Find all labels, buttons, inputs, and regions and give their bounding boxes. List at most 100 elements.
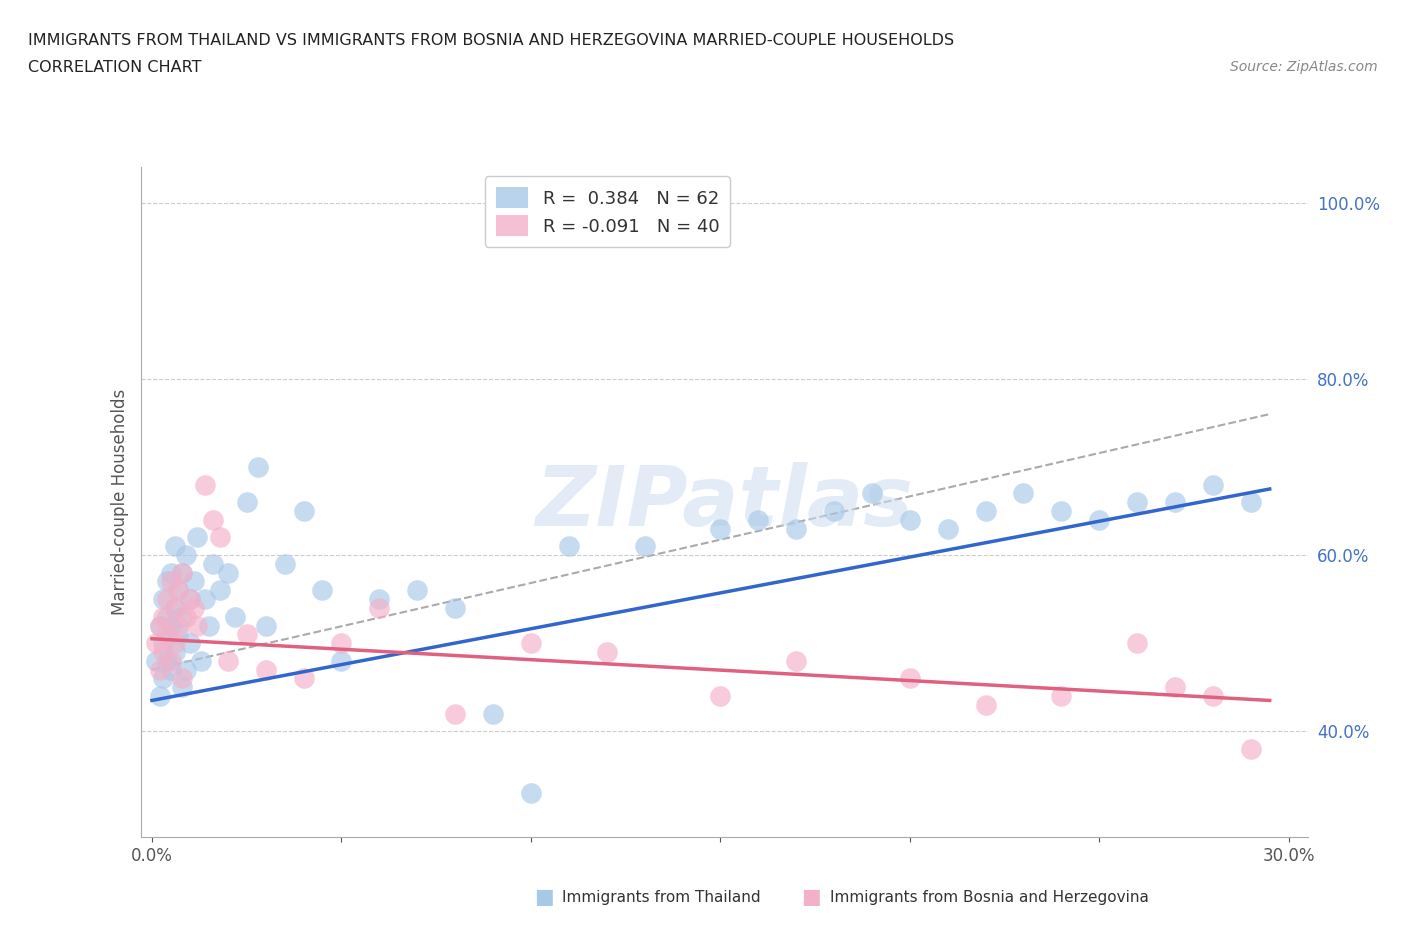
- Point: [898, 671, 921, 685]
- Point: [330, 654, 353, 669]
- Point: [183, 574, 205, 589]
- Point: [1088, 512, 1111, 527]
- Point: [936, 521, 959, 536]
- Point: [156, 591, 179, 606]
- Point: [179, 591, 201, 606]
- Point: [156, 609, 179, 624]
- Point: [148, 618, 170, 633]
- Point: [785, 654, 807, 669]
- Point: [145, 654, 167, 669]
- Point: [152, 591, 174, 606]
- Point: [172, 565, 194, 580]
- Point: [709, 521, 731, 536]
- Point: [254, 618, 277, 633]
- Point: [160, 662, 183, 677]
- Point: [163, 601, 186, 616]
- Point: [194, 477, 217, 492]
- Point: [709, 688, 731, 703]
- Point: [152, 636, 174, 651]
- Point: [163, 601, 186, 616]
- Point: [186, 618, 208, 633]
- Point: [190, 654, 212, 669]
- Point: [1240, 495, 1263, 510]
- Point: [148, 662, 170, 677]
- Point: [1126, 495, 1149, 510]
- Point: [368, 601, 391, 616]
- Point: [217, 654, 239, 669]
- Point: [330, 636, 353, 651]
- Point: [1050, 688, 1073, 703]
- Point: [1164, 680, 1187, 695]
- Point: [160, 574, 183, 589]
- Point: [156, 654, 179, 669]
- Point: [163, 644, 186, 659]
- Point: [311, 583, 333, 598]
- Point: [235, 495, 257, 510]
- Point: [217, 565, 239, 580]
- Point: [183, 601, 205, 616]
- Text: CORRELATION CHART: CORRELATION CHART: [28, 60, 201, 75]
- Point: [160, 565, 183, 580]
- Point: [174, 609, 197, 624]
- Point: [1240, 741, 1263, 756]
- Point: [1050, 503, 1073, 518]
- Point: [1164, 495, 1187, 510]
- Point: [201, 512, 224, 527]
- Point: [247, 459, 270, 474]
- Point: [148, 618, 170, 633]
- Point: [785, 521, 807, 536]
- Point: [152, 671, 174, 685]
- Point: [148, 688, 170, 703]
- Point: [209, 583, 232, 598]
- Text: Source: ZipAtlas.com: Source: ZipAtlas.com: [1230, 60, 1378, 74]
- Point: [747, 512, 769, 527]
- Point: [201, 556, 224, 571]
- Point: [974, 698, 997, 712]
- Point: [633, 538, 655, 553]
- Point: [520, 636, 543, 651]
- Point: [163, 538, 186, 553]
- Text: ZIPatlas: ZIPatlas: [536, 461, 912, 543]
- Point: [224, 609, 246, 624]
- Point: [898, 512, 921, 527]
- Point: [172, 680, 194, 695]
- Point: [444, 706, 467, 721]
- Point: [209, 530, 232, 545]
- Point: [179, 591, 201, 606]
- Point: [167, 583, 190, 598]
- Point: [860, 486, 883, 501]
- Point: [292, 671, 315, 685]
- Point: [368, 591, 391, 606]
- Point: [520, 786, 543, 801]
- Point: [235, 627, 257, 642]
- Point: [1012, 486, 1035, 501]
- Point: [174, 662, 197, 677]
- Text: Immigrants from Thailand: Immigrants from Thailand: [562, 890, 761, 905]
- Point: [172, 671, 194, 685]
- Point: [273, 556, 295, 571]
- Point: [160, 654, 183, 669]
- Point: [823, 503, 845, 518]
- Point: [160, 618, 183, 633]
- Point: [1126, 636, 1149, 651]
- Point: [974, 503, 997, 518]
- Text: Immigrants from Bosnia and Herzegovina: Immigrants from Bosnia and Herzegovina: [830, 890, 1149, 905]
- Point: [1202, 688, 1225, 703]
- Point: [172, 609, 194, 624]
- Point: [595, 644, 617, 659]
- Point: [179, 636, 201, 651]
- Text: ■: ■: [534, 887, 554, 908]
- Point: [406, 583, 429, 598]
- Point: [152, 644, 174, 659]
- Point: [167, 627, 190, 642]
- Point: [156, 574, 179, 589]
- Point: [167, 618, 190, 633]
- Point: [198, 618, 221, 633]
- Text: ■: ■: [801, 887, 821, 908]
- Point: [254, 662, 277, 677]
- Point: [174, 548, 197, 563]
- Point: [152, 609, 174, 624]
- Y-axis label: Married-couple Households: Married-couple Households: [111, 389, 129, 616]
- Point: [292, 503, 315, 518]
- Point: [444, 601, 467, 616]
